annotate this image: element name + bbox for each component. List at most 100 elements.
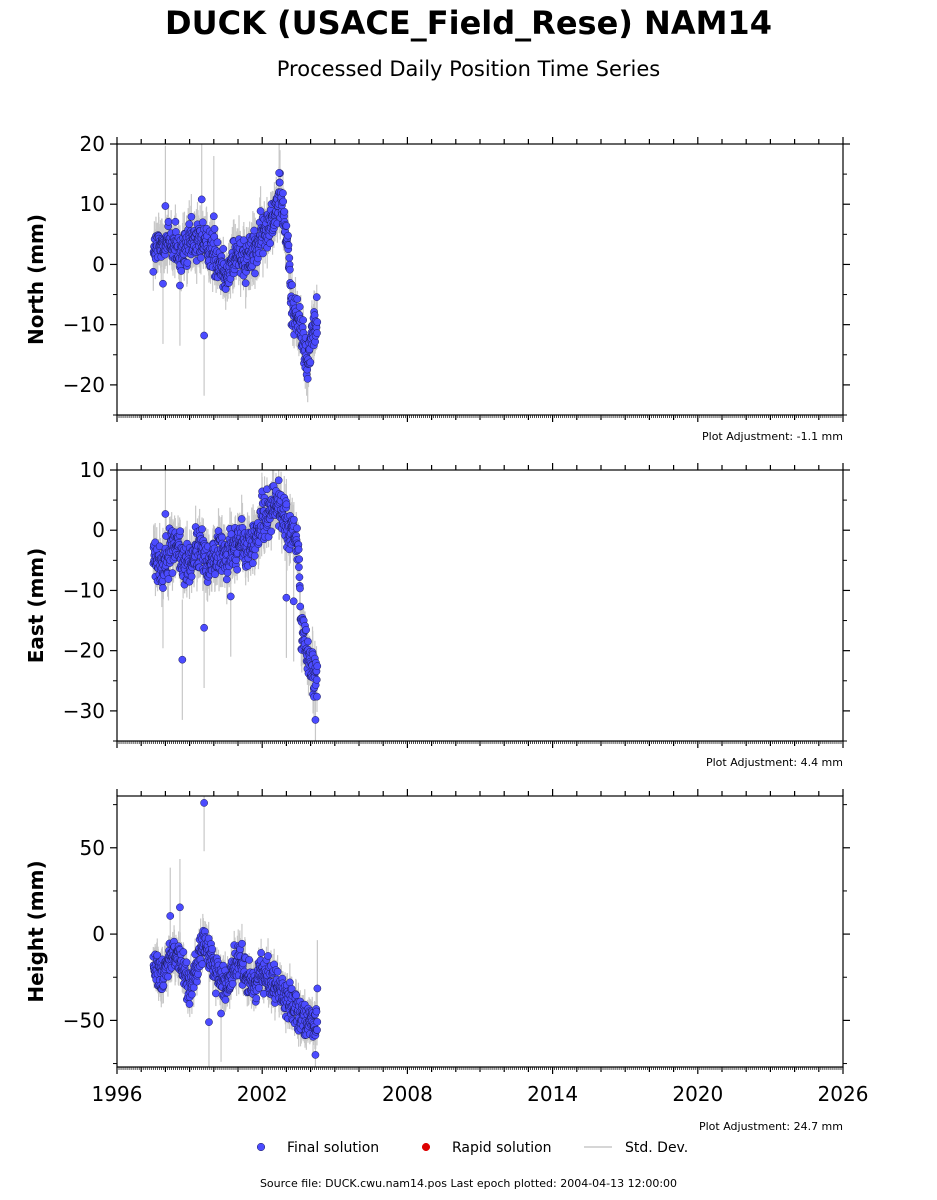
data-point xyxy=(295,555,304,564)
data-point xyxy=(185,1000,194,1008)
data-point xyxy=(293,295,302,303)
data-point xyxy=(223,568,232,577)
data-point xyxy=(294,545,303,554)
data-point xyxy=(312,293,321,301)
data-point xyxy=(273,967,282,976)
data-point xyxy=(211,570,219,579)
data-point xyxy=(183,259,192,267)
data-point xyxy=(241,279,250,287)
data-point-outlier xyxy=(313,984,322,993)
data-point xyxy=(164,217,173,226)
data-point xyxy=(286,978,294,987)
data-point xyxy=(280,207,289,216)
data-point xyxy=(187,212,196,221)
y-axis-label: East (mm) xyxy=(24,548,48,664)
data-point-outlier xyxy=(159,279,167,288)
data-point xyxy=(197,253,205,262)
y-tick-label: 0 xyxy=(92,518,105,542)
data-points xyxy=(149,144,322,403)
plot-frame xyxy=(116,469,844,742)
data-point xyxy=(171,217,180,226)
chart-title: DUCK (USACE_Field_Rese) NAM14 xyxy=(165,4,772,42)
data-point xyxy=(187,572,196,581)
data-point xyxy=(282,221,291,230)
data-point xyxy=(257,949,265,957)
data-point xyxy=(284,241,293,250)
data-point-outlier xyxy=(289,597,298,606)
data-point xyxy=(221,995,230,1004)
data-point xyxy=(284,231,292,240)
data-point xyxy=(279,189,287,198)
data-point xyxy=(288,281,296,289)
data-point xyxy=(198,218,207,227)
data-point xyxy=(285,254,294,262)
data-point-outlier xyxy=(217,1009,225,1018)
data-point xyxy=(313,692,321,701)
data-point xyxy=(164,575,173,583)
data-point xyxy=(212,989,220,998)
data-point xyxy=(189,983,198,992)
data-point xyxy=(249,559,257,568)
data-point xyxy=(312,675,321,684)
data-point xyxy=(159,981,168,990)
data-point xyxy=(279,197,288,206)
y-tick-label: 0 xyxy=(92,922,105,946)
data-point xyxy=(267,527,276,536)
data-point-outlier xyxy=(200,623,208,632)
data-point xyxy=(198,960,207,968)
data-point xyxy=(179,948,188,956)
data-points xyxy=(149,470,322,741)
data-point-outlier xyxy=(176,281,184,290)
data-points xyxy=(149,796,322,1067)
y-tick-label: 0 xyxy=(92,252,105,276)
y-tick-label: 10 xyxy=(80,458,105,482)
y-axis-label: North (mm) xyxy=(24,214,48,345)
data-point xyxy=(299,316,308,324)
data-point xyxy=(290,515,298,524)
data-point xyxy=(176,527,185,536)
data-point-outlier xyxy=(275,169,283,177)
data-point xyxy=(313,329,321,337)
data-point xyxy=(233,565,242,574)
data-point xyxy=(182,958,191,967)
data-point xyxy=(275,178,284,187)
data-point xyxy=(313,1018,322,1026)
data-point xyxy=(306,358,315,367)
data-point-outlier xyxy=(161,202,170,210)
data-point xyxy=(304,637,312,646)
data-point xyxy=(237,515,246,523)
data-point-outlier xyxy=(226,592,235,601)
y-tick-label: −50 xyxy=(63,1008,105,1032)
data-point xyxy=(252,994,261,1003)
y-tick-label: −10 xyxy=(63,578,105,602)
data-point xyxy=(295,302,304,311)
data-point xyxy=(313,662,322,670)
y-tick-label: 10 xyxy=(80,192,105,216)
chart-subtitle: Processed Daily Position Time Series xyxy=(276,57,661,81)
data-point-outlier xyxy=(205,1018,213,1026)
data-point xyxy=(177,267,186,275)
data-point xyxy=(293,524,301,533)
data-point xyxy=(266,239,275,248)
data-point xyxy=(282,500,291,509)
data-point xyxy=(185,220,194,228)
data-point xyxy=(213,238,222,247)
data-point xyxy=(168,569,177,577)
y-tick-label: −30 xyxy=(63,699,105,723)
data-point xyxy=(245,956,253,964)
data-point xyxy=(210,224,219,233)
data-point xyxy=(208,945,216,953)
data-point xyxy=(255,984,263,992)
panel-2: 10 0 −10 −20 −30 East (mm) Plot Adjustment: 4.… xyxy=(24,458,850,769)
data-point xyxy=(296,584,304,593)
data-point xyxy=(256,207,265,215)
data-point xyxy=(259,249,267,258)
data-point-outlier xyxy=(282,593,291,602)
data-point xyxy=(251,269,259,278)
data-point-outlier xyxy=(200,331,208,340)
data-point-outlier xyxy=(311,1051,320,1059)
plot-adjustment: Plot Adjustment: 4.4 mm xyxy=(706,756,843,769)
data-point-outlier xyxy=(200,799,208,807)
